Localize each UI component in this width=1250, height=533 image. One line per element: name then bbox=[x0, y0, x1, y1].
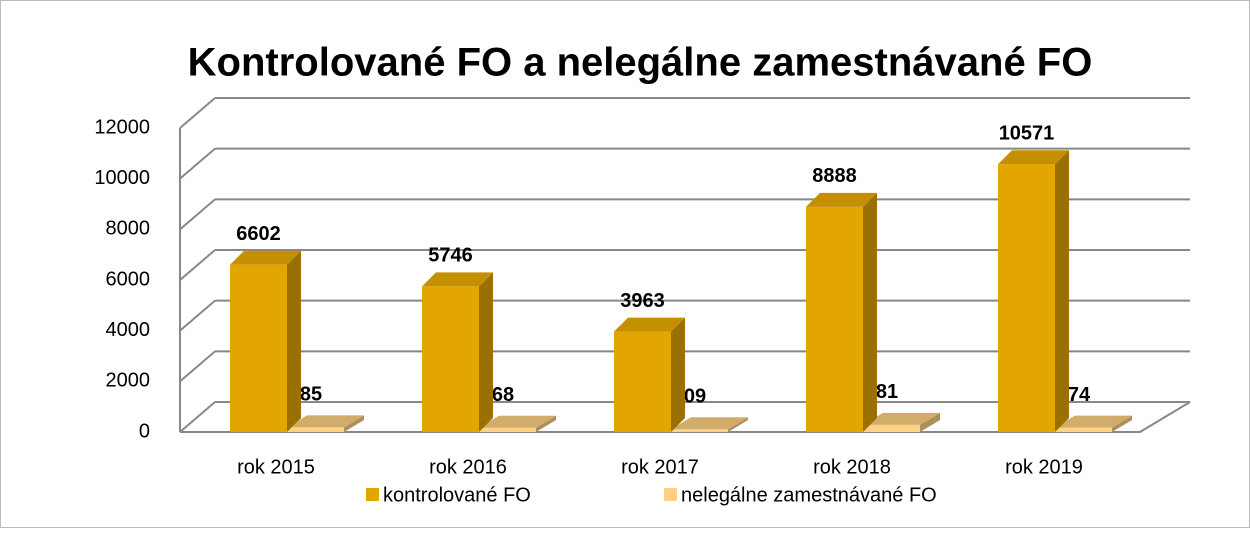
bar-side bbox=[344, 415, 364, 432]
grid-line bbox=[179, 401, 216, 433]
y-tick-label: 10000 bbox=[94, 167, 150, 189]
legend-swatch bbox=[366, 488, 379, 501]
y-tick-label: 6000 bbox=[106, 268, 151, 290]
value-label: 6602 bbox=[236, 223, 281, 245]
grid-line bbox=[179, 198, 216, 231]
x-tick-label: rok 2017 bbox=[621, 456, 699, 478]
value-label: 8888 bbox=[812, 165, 857, 187]
grid-line bbox=[179, 299, 216, 332]
bar bbox=[806, 206, 863, 432]
bar-top bbox=[230, 250, 301, 265]
x-tick-label: rok 2019 bbox=[1005, 456, 1083, 478]
bar-side bbox=[920, 412, 940, 432]
bar-top bbox=[671, 417, 748, 430]
x-tick-label: rok 2016 bbox=[429, 456, 507, 478]
grid-line bbox=[179, 350, 216, 383]
bar bbox=[479, 427, 536, 432]
bar-top bbox=[806, 192, 877, 207]
bar-top bbox=[614, 317, 685, 332]
bar-top bbox=[863, 412, 940, 425]
bar-side bbox=[863, 192, 877, 432]
bar bbox=[422, 286, 479, 432]
grid-line bbox=[179, 249, 216, 281]
legend-swatch bbox=[664, 488, 677, 501]
value-label: 3963 bbox=[620, 290, 665, 312]
bar bbox=[863, 424, 920, 432]
bar-top bbox=[1055, 415, 1132, 428]
bar bbox=[1055, 427, 1112, 432]
x-tick-label: rok 2015 bbox=[237, 456, 315, 478]
y-tick-label: 2000 bbox=[106, 370, 151, 392]
bar-top bbox=[479, 415, 556, 428]
grid-line bbox=[179, 97, 216, 129]
legend-label: kontrolované FO bbox=[383, 484, 531, 506]
bar bbox=[998, 164, 1055, 432]
bar-side bbox=[671, 317, 685, 432]
y-tick-label: 0 bbox=[139, 420, 150, 442]
bar bbox=[614, 331, 671, 432]
bar-side bbox=[479, 272, 493, 432]
bar bbox=[671, 429, 728, 432]
bar bbox=[230, 264, 287, 432]
y-tick-label: 4000 bbox=[106, 319, 151, 341]
bar-side bbox=[728, 417, 748, 432]
value-label: 5746 bbox=[428, 245, 473, 267]
chart-title: Kontrolované FO a nelegálne zamestnávané… bbox=[188, 41, 1093, 85]
bar-side bbox=[1112, 415, 1132, 432]
y-tick-label: 12000 bbox=[94, 116, 150, 138]
bar-top bbox=[287, 415, 364, 428]
bar bbox=[287, 427, 344, 432]
bar-top bbox=[998, 150, 1069, 165]
x-tick-label: rok 2018 bbox=[813, 456, 891, 478]
legend-label: nelegálne zamestnávané FO bbox=[681, 484, 937, 506]
bar-side bbox=[536, 415, 556, 432]
value-label: 10571 bbox=[999, 122, 1055, 144]
grid-line bbox=[179, 147, 216, 180]
bar-top bbox=[422, 272, 493, 287]
bar-side bbox=[1055, 150, 1069, 432]
y-tick-label: 8000 bbox=[106, 218, 151, 240]
bar-side bbox=[287, 250, 301, 432]
